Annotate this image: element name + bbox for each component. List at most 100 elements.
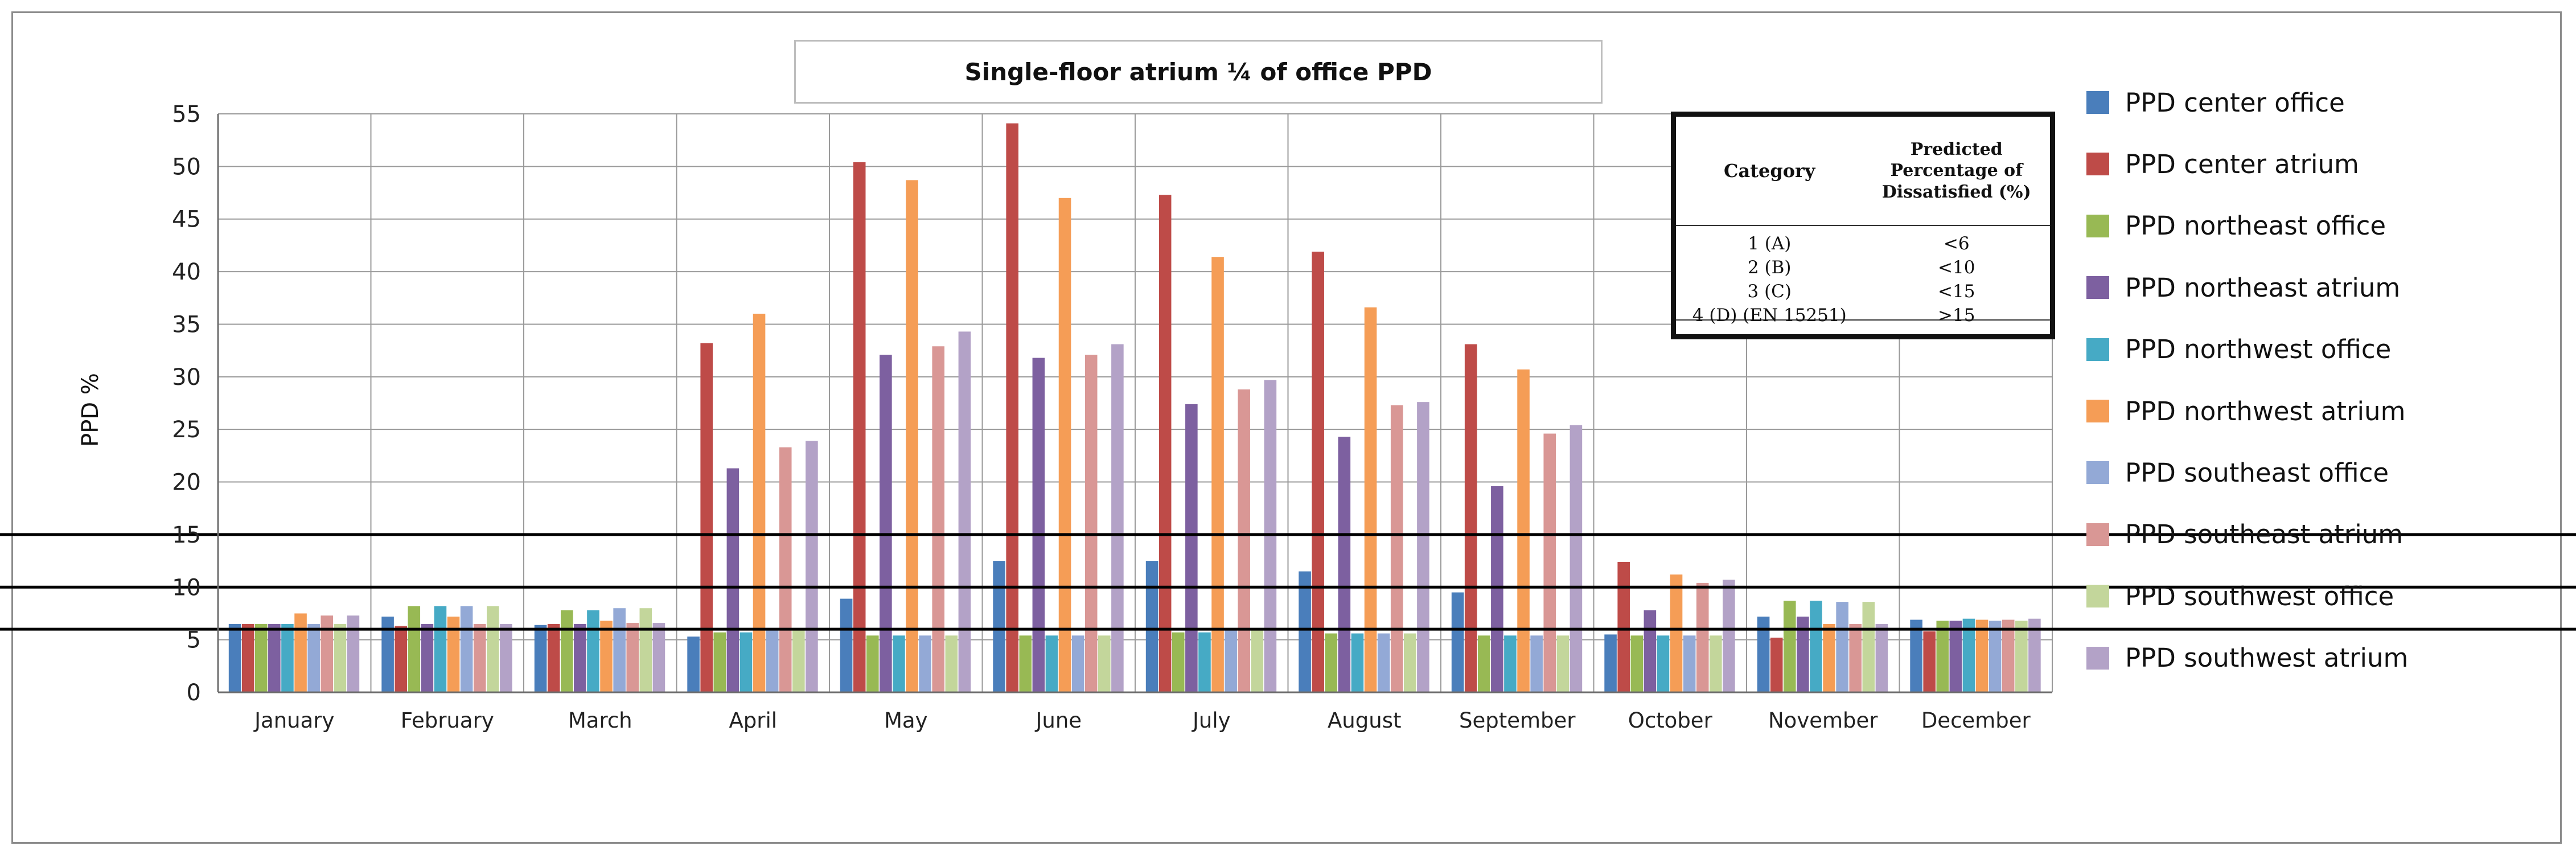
y-tick-label: 25 xyxy=(172,417,201,443)
axis-layer: 0 5 10 15 20 25 30 35 40 45 50 55 January February Mar… xyxy=(172,101,2052,733)
bar xyxy=(460,606,473,692)
bar xyxy=(1630,635,1644,692)
x-tick-label: July xyxy=(1192,708,1231,733)
bar xyxy=(1238,389,1251,692)
bar xyxy=(1962,618,1975,692)
bar xyxy=(1045,635,1058,692)
bar xyxy=(268,623,281,692)
legend-item: PPD center office xyxy=(2086,85,2345,120)
legend-item: PPD northeast atrium xyxy=(2086,270,2400,305)
y-tick-label: 15 xyxy=(172,522,201,548)
bar xyxy=(1757,617,1770,692)
bar xyxy=(421,623,434,692)
chart-frame xyxy=(11,11,2562,844)
bar xyxy=(1032,358,1045,692)
ppd-header-line-2: Percentage of xyxy=(1890,161,2023,181)
bar xyxy=(1683,635,1696,692)
bar xyxy=(1862,602,1875,692)
bar xyxy=(2002,619,2015,692)
bar xyxy=(381,617,394,692)
bar xyxy=(993,561,1005,692)
y-tick-label: 40 xyxy=(172,259,201,285)
table-cell-ppd: >15 xyxy=(1938,305,1975,326)
y-tick-label: 45 xyxy=(172,207,201,233)
bar xyxy=(1404,633,1416,692)
table-cell-category: 3 (C) xyxy=(1747,281,1792,302)
x-tick-label: August xyxy=(1328,708,1401,733)
bar xyxy=(652,623,665,692)
y-tick-label: 0 xyxy=(187,680,201,706)
bar xyxy=(700,343,713,692)
legend-label: PPD center atrium xyxy=(2125,149,2359,179)
bar xyxy=(307,623,320,692)
chart-title: Single-floor atrium ¼ of office PPD xyxy=(964,58,1432,86)
bar xyxy=(334,623,347,692)
bar xyxy=(1570,425,1583,692)
bar xyxy=(395,626,407,692)
bar xyxy=(1464,344,1477,692)
bar xyxy=(1530,635,1543,692)
bar xyxy=(1949,621,1962,692)
y-tick-label: 35 xyxy=(172,311,201,338)
bar xyxy=(1617,561,1630,692)
x-tick-label: September xyxy=(1459,708,1576,733)
bar xyxy=(2028,618,2041,692)
ppd-header-line-3: Dissatisfied (%) xyxy=(1881,182,2031,202)
x-tick-label: November xyxy=(1768,708,1878,733)
bar xyxy=(1251,630,1264,692)
bar xyxy=(547,623,560,692)
bar xyxy=(281,623,294,692)
category-table: Category Predicted Percentage of Dissati… xyxy=(1671,112,2055,339)
chart-title-box: Single-floor atrium ¼ of office PPD xyxy=(794,40,1603,104)
legend-swatch xyxy=(2086,153,2109,176)
bar xyxy=(241,623,254,692)
category-header: Category xyxy=(1723,160,1815,182)
bar xyxy=(919,635,931,692)
table-cell-category: 1 (A) xyxy=(1748,233,1792,254)
legend-swatch xyxy=(2086,461,2109,485)
bar xyxy=(1111,344,1124,692)
x-tick-label: May xyxy=(884,708,928,733)
bar xyxy=(1836,602,1848,692)
bar xyxy=(766,630,779,692)
bar xyxy=(713,632,726,692)
bar xyxy=(1019,635,1032,692)
x-tick-label: February xyxy=(401,708,494,733)
bar xyxy=(1338,437,1351,692)
bar xyxy=(600,621,613,692)
legend-swatch xyxy=(2086,91,2109,114)
ppd-header-line-1: Predicted xyxy=(1910,139,2003,159)
bar xyxy=(1810,601,1822,692)
table-row: 3 (C) <15 xyxy=(1676,281,2050,305)
bar xyxy=(726,468,739,692)
x-tick-label: March xyxy=(568,708,632,733)
bar xyxy=(1098,635,1111,692)
reference-lines xyxy=(0,533,2576,631)
bar xyxy=(932,346,945,692)
table-row: 4 (D) (EN 15251) >15 xyxy=(1676,305,2050,329)
bar xyxy=(447,617,460,692)
legend-swatch xyxy=(2086,523,2109,546)
bar xyxy=(626,623,639,692)
bar xyxy=(473,623,486,692)
bar xyxy=(534,625,547,692)
bar xyxy=(1770,637,1783,692)
ppd-header: Predicted Percentage of Dissatisfied (%) xyxy=(1863,117,2051,225)
legend-label: PPD southwest atrium xyxy=(2125,643,2409,674)
bar xyxy=(893,635,905,692)
bar xyxy=(853,162,866,693)
bar xyxy=(1723,580,1735,692)
legend-label: PPD northeast office xyxy=(2125,211,2386,241)
bar xyxy=(294,613,307,692)
y-tick-label: 10 xyxy=(172,574,201,601)
bar xyxy=(806,441,818,692)
bar xyxy=(1823,623,1835,692)
bar xyxy=(1351,633,1364,692)
table-cell-ppd: <10 xyxy=(1938,257,1975,278)
bar xyxy=(613,608,626,692)
bar xyxy=(487,606,499,692)
legend-item: PPD southwest office xyxy=(2086,579,2394,613)
bar xyxy=(1556,635,1570,692)
bar xyxy=(739,632,753,692)
bar xyxy=(1158,195,1172,692)
